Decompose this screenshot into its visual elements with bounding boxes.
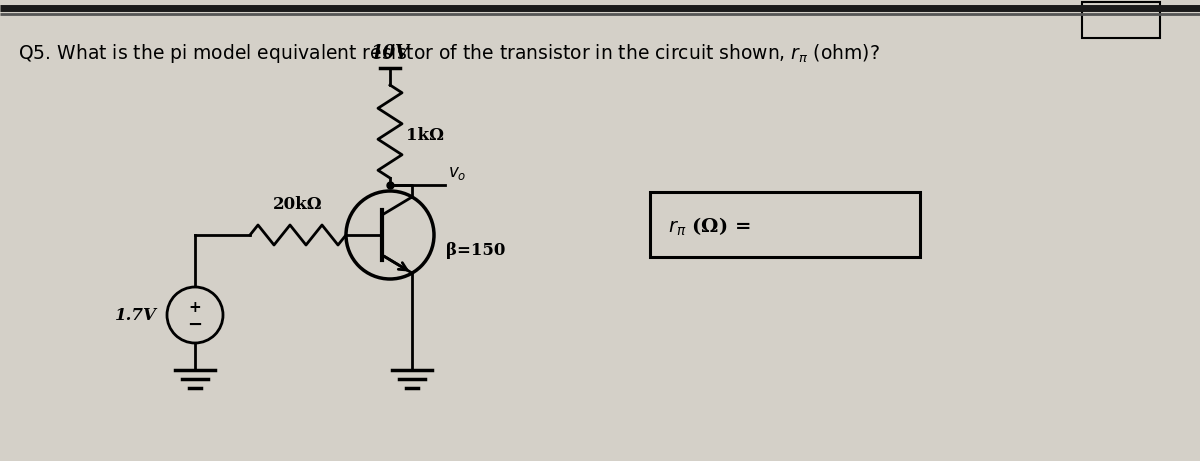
- Text: 10V: 10V: [371, 44, 409, 62]
- Text: 1.7V: 1.7V: [115, 307, 157, 324]
- Text: Q5. What is the pi model equivalent resistor of the transistor in the circuit sh: Q5. What is the pi model equivalent resi…: [18, 42, 880, 65]
- Bar: [650, 192, 920, 257]
- Text: 1kΩ: 1kΩ: [406, 126, 444, 143]
- Text: β=150: β=150: [446, 242, 505, 259]
- Text: $v_o$: $v_o$: [448, 165, 467, 182]
- Text: 20kΩ: 20kΩ: [274, 196, 323, 213]
- Bar: [1082, 2, 1160, 38]
- Text: −: −: [187, 316, 203, 334]
- Text: +: +: [188, 300, 202, 314]
- Text: $r_{\pi}$ (Ω) =: $r_{\pi}$ (Ω) =: [668, 215, 750, 238]
